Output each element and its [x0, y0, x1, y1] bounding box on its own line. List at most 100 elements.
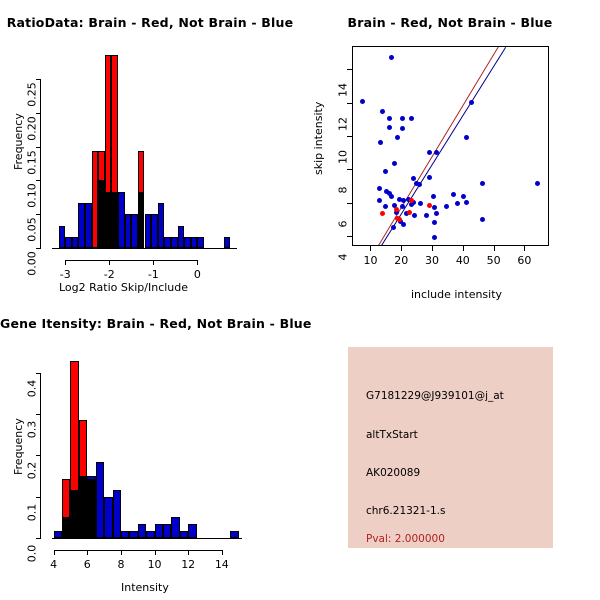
- histogram-bar: [179, 530, 189, 538]
- histogram-bar: [223, 236, 231, 248]
- scatter-point: [427, 150, 433, 156]
- y-axis-tick-label: 0.4: [25, 379, 39, 397]
- histogram-baseline: [52, 248, 237, 249]
- histogram-bar: [87, 478, 96, 538]
- scatter-point: [401, 222, 407, 227]
- y-axis-tick: [347, 102, 352, 104]
- y-axis-tick: [36, 538, 41, 539]
- gene-info-box: G7181229@J939101@j_at altTxStart AK02008…: [348, 347, 553, 548]
- scatter-point: [408, 197, 414, 203]
- histogram-bar: [190, 236, 198, 248]
- y-axis-tick-label: 0.20: [25, 116, 39, 141]
- scatter-point: [427, 175, 433, 181]
- histogram-bar: [53, 530, 63, 538]
- scatter-point: [433, 211, 439, 217]
- x-axis-tick-label: 20: [394, 254, 409, 267]
- info-probe-id: G7181229@J939101@j_at: [366, 390, 504, 402]
- histogram-bar: [131, 214, 138, 248]
- scatter-point: [392, 202, 398, 208]
- x-axis-line: [53, 550, 222, 551]
- histogram-bar: [144, 214, 152, 248]
- gene-hist-ylabel: Frequency: [12, 418, 25, 475]
- x-axis-line: [65, 260, 198, 261]
- scatter-point: [413, 181, 419, 187]
- histogram-bar: [184, 236, 191, 248]
- y-axis-tick: [36, 248, 41, 249]
- scatter-point: [535, 181, 541, 187]
- histogram-bar: [78, 202, 86, 248]
- histogram-bar: [118, 191, 125, 248]
- histogram-bar: [197, 236, 204, 248]
- scatter-point: [393, 207, 399, 212]
- scatter-point: [404, 211, 410, 217]
- scatter-point: [427, 202, 433, 208]
- scatter-point: [378, 139, 384, 145]
- histogram-bar: [137, 524, 147, 538]
- histogram-bar: [111, 54, 119, 248]
- x-axis-tick-label: 10: [147, 558, 162, 571]
- info-locus: chr6.21321-1.s: [366, 505, 446, 517]
- scatter-point: [416, 182, 422, 187]
- panel-scatter: Brain - Red, Not Brain - Blue skip inten…: [300, 0, 600, 301]
- y-axis-tick: [36, 414, 41, 415]
- histogram-bar: [137, 151, 145, 248]
- gene-hist-title: Gene Itensity: Brain - Red, Not Brain - …: [0, 316, 312, 331]
- y-axis-tick-label: 0.2: [25, 462, 39, 480]
- y-axis-tick-label: 0.10: [25, 183, 39, 209]
- x-axis-tick: [154, 550, 156, 555]
- histogram-bar: [188, 524, 197, 538]
- scatter-point: [410, 176, 416, 182]
- y-axis-tick: [36, 180, 41, 182]
- histogram-bar: [112, 489, 121, 538]
- scatter-point: [424, 212, 430, 218]
- scatter-title: Brain - Red, Not Brain - Blue: [347, 15, 553, 30]
- y-axis-tick-label: 0.00: [25, 251, 39, 276]
- histogram-bar: [124, 214, 132, 248]
- panel-gene-histogram: Gene Itensity: Brain - Red, Not Brain - …: [0, 300, 312, 600]
- y-axis-line: [40, 79, 41, 248]
- scatter-point: [479, 217, 485, 222]
- y-axis-tick-label: 0.15: [25, 149, 39, 175]
- x-axis-tick: [524, 246, 526, 251]
- x-axis-tick: [120, 550, 122, 555]
- x-axis-tick-label: 60: [517, 254, 532, 267]
- panel-ratio-histogram: RatioData: Brain - Red, Not Brain - Blue…: [0, 0, 300, 300]
- scatter-point: [408, 116, 414, 122]
- x-axis-tick-label: 30: [425, 254, 440, 267]
- y-axis-tick: [36, 79, 41, 81]
- scatter-point: [396, 197, 402, 202]
- scatter-point: [432, 234, 438, 240]
- y-axis-tick: [36, 146, 41, 148]
- y-axis-tick: [36, 214, 41, 216]
- x-axis-tick: [87, 550, 89, 555]
- histogram-bar: [70, 360, 79, 538]
- scatter-point: [461, 193, 467, 199]
- x-axis-tick-label: 12: [181, 558, 196, 571]
- histogram-bar: [85, 202, 92, 248]
- scatter-point: [399, 126, 405, 132]
- x-axis-tick: [53, 550, 55, 555]
- info-pval: Pval: 2.000000: [366, 533, 445, 545]
- y-axis-tick: [36, 372, 41, 374]
- scatter-point: [384, 188, 390, 194]
- histogram-bar: [177, 225, 185, 248]
- scatter-point: [444, 203, 450, 209]
- histogram-bar: [104, 54, 112, 248]
- x-axis-tick-label: -1: [147, 268, 159, 281]
- scatter-point: [450, 192, 456, 197]
- histogram-bar: [78, 419, 88, 538]
- scatter-point: [399, 116, 405, 122]
- y-axis-tick: [347, 202, 352, 204]
- scatter-point: [382, 203, 388, 209]
- scatter-point: [464, 200, 470, 206]
- scatter-xlabel: include intensity: [411, 288, 503, 301]
- histogram-bar: [157, 202, 165, 248]
- y-axis-tick: [36, 112, 41, 114]
- scatter-point: [388, 54, 394, 60]
- scatter-point: [399, 203, 405, 209]
- y-axis-tick: [347, 169, 352, 171]
- histogram-bar: [120, 530, 130, 538]
- y-axis-tick-label: 0.05: [25, 217, 39, 242]
- x-axis-tick: [432, 246, 434, 251]
- histogram-bar: [58, 225, 66, 248]
